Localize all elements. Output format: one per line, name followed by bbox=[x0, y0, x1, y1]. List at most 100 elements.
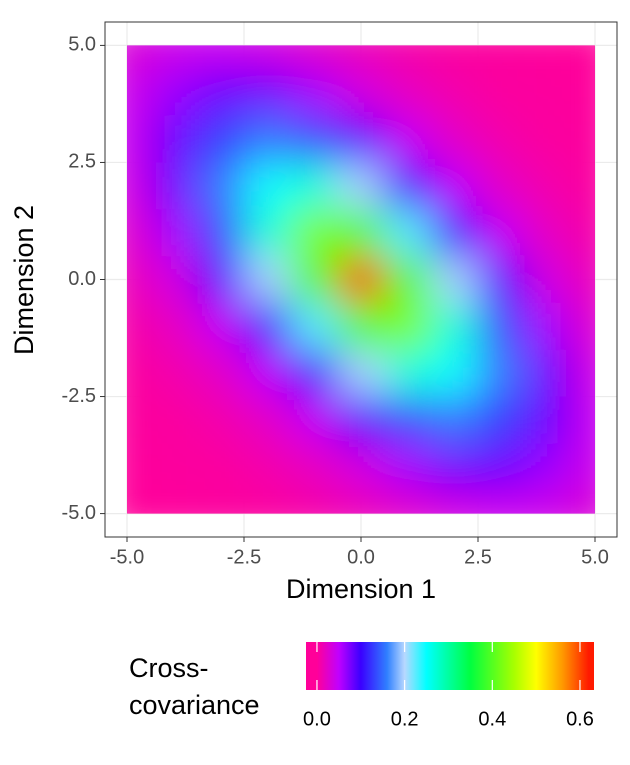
heatmap-cell bbox=[150, 115, 198, 163]
heatmap-cell bbox=[384, 396, 432, 444]
heatmap-cell bbox=[431, 209, 479, 257]
heatmap-cell bbox=[290, 396, 339, 444]
heatmap-cell bbox=[290, 115, 339, 163]
heatmap-cell bbox=[126, 115, 151, 163]
heatmap-cell bbox=[150, 443, 198, 491]
heatmap-cell bbox=[290, 349, 339, 398]
heatmap-cell bbox=[431, 349, 479, 398]
colorbar-tick-label: 0.6 bbox=[566, 708, 594, 730]
heatmap-cell bbox=[290, 68, 339, 117]
heatmap-cell bbox=[243, 45, 292, 70]
heatmap-cell bbox=[290, 302, 339, 351]
heatmap-cell bbox=[384, 256, 432, 304]
heatmap-cell bbox=[571, 396, 596, 444]
heatmap-cell bbox=[478, 302, 526, 351]
heatmap-cell bbox=[126, 396, 151, 444]
heatmap-cell bbox=[126, 209, 151, 257]
heatmap-cell bbox=[126, 45, 151, 70]
x-tick-label: 5.0 bbox=[581, 546, 609, 568]
heatmap-cell bbox=[384, 115, 432, 163]
field-clip bbox=[126, 45, 596, 514]
heatmap-cell bbox=[431, 68, 479, 117]
heatmap-cell bbox=[290, 256, 339, 304]
heatmap-cell bbox=[431, 115, 479, 163]
heatmap-cell bbox=[150, 256, 198, 304]
heatmap-cell bbox=[150, 349, 198, 398]
heatmap-cell bbox=[337, 68, 385, 117]
heatmap-cell bbox=[126, 162, 151, 210]
heatmap-cell bbox=[524, 162, 573, 210]
heatmap-cell bbox=[384, 162, 432, 210]
heatmap-cell bbox=[290, 209, 339, 257]
heatmap-cell bbox=[126, 443, 151, 491]
colorbar-tick-label: 0.2 bbox=[391, 708, 419, 730]
heatmap-cell bbox=[571, 115, 596, 163]
heatmap-cell bbox=[150, 490, 198, 514]
heatmap-cell bbox=[337, 256, 385, 304]
heatmap-cell bbox=[384, 490, 432, 514]
heatmap-cell bbox=[431, 490, 479, 514]
heatmap-cell bbox=[150, 396, 198, 444]
heatmap-cell bbox=[384, 68, 432, 117]
heatmap-cell bbox=[197, 349, 245, 398]
heatmap-cell bbox=[337, 490, 385, 514]
heatmap-cell bbox=[150, 45, 198, 70]
heatmap-cell bbox=[524, 45, 573, 70]
y-tick-label: 2.5 bbox=[68, 151, 96, 173]
heatmap-cell bbox=[478, 209, 526, 257]
y-tick-label: -2.5 bbox=[62, 385, 96, 407]
heatmap-cell bbox=[197, 209, 245, 257]
heatmap-cell bbox=[571, 302, 596, 351]
heatmap-cell bbox=[197, 396, 245, 444]
heatmap-cell bbox=[243, 68, 292, 117]
heatmap-cell bbox=[571, 349, 596, 398]
colorbar-title: Cross- bbox=[129, 653, 209, 683]
heatmap-cell bbox=[243, 209, 292, 257]
heatmap-cell bbox=[524, 115, 573, 163]
heatmap-cell bbox=[150, 209, 198, 257]
heatmap-cell bbox=[384, 302, 432, 351]
y-tick-label: 5.0 bbox=[68, 34, 96, 56]
heatmap-cell bbox=[243, 443, 292, 491]
heatmap-cell bbox=[243, 256, 292, 304]
heatmap-cell bbox=[337, 396, 385, 444]
colorbar bbox=[306, 642, 594, 690]
heatmap-cell bbox=[571, 45, 596, 70]
heatmap-cell bbox=[431, 45, 479, 70]
heatmap-cell bbox=[384, 209, 432, 257]
y-axis-title: Dimension 2 bbox=[9, 205, 39, 355]
heatmap-cell bbox=[524, 349, 573, 398]
heatmap-cell bbox=[478, 396, 526, 444]
heatmap-cell bbox=[290, 162, 339, 210]
heatmap-cell bbox=[197, 45, 245, 70]
colorbar-title: covariance bbox=[129, 690, 260, 720]
heatmap-cell bbox=[337, 443, 385, 491]
x-axis-title: Dimension 1 bbox=[286, 574, 436, 604]
heatmap-cell bbox=[478, 490, 526, 514]
heatmap-cell bbox=[337, 302, 385, 351]
heatmap-cell bbox=[478, 68, 526, 117]
heatmap-cell bbox=[150, 302, 198, 351]
heatmap-cell bbox=[243, 302, 292, 351]
heatmap-cell bbox=[431, 443, 479, 491]
heatmap-cell bbox=[126, 302, 151, 351]
heatmap-cell bbox=[571, 256, 596, 304]
colorbar-ticks: 0.0 0.2 0.4 0.6 bbox=[303, 642, 594, 730]
heatmap-cell bbox=[524, 302, 573, 351]
heatmap-cell bbox=[126, 349, 151, 398]
heatmap-cell bbox=[290, 443, 339, 491]
heatmap-cell bbox=[571, 68, 596, 117]
heatmap-cell bbox=[478, 256, 526, 304]
heatmap-cell bbox=[384, 443, 432, 491]
heatmap-cell bbox=[337, 349, 385, 398]
heatmap-cell bbox=[571, 443, 596, 491]
heatmap-cell bbox=[337, 209, 385, 257]
heatmap-cell bbox=[243, 396, 292, 444]
heatmap-cell bbox=[197, 302, 245, 351]
heatmap-cell bbox=[197, 68, 245, 117]
heatmap-cell bbox=[571, 162, 596, 210]
heatmap-cell bbox=[290, 490, 339, 514]
heatmap-cell bbox=[478, 45, 526, 70]
heatmap-cell bbox=[524, 256, 573, 304]
